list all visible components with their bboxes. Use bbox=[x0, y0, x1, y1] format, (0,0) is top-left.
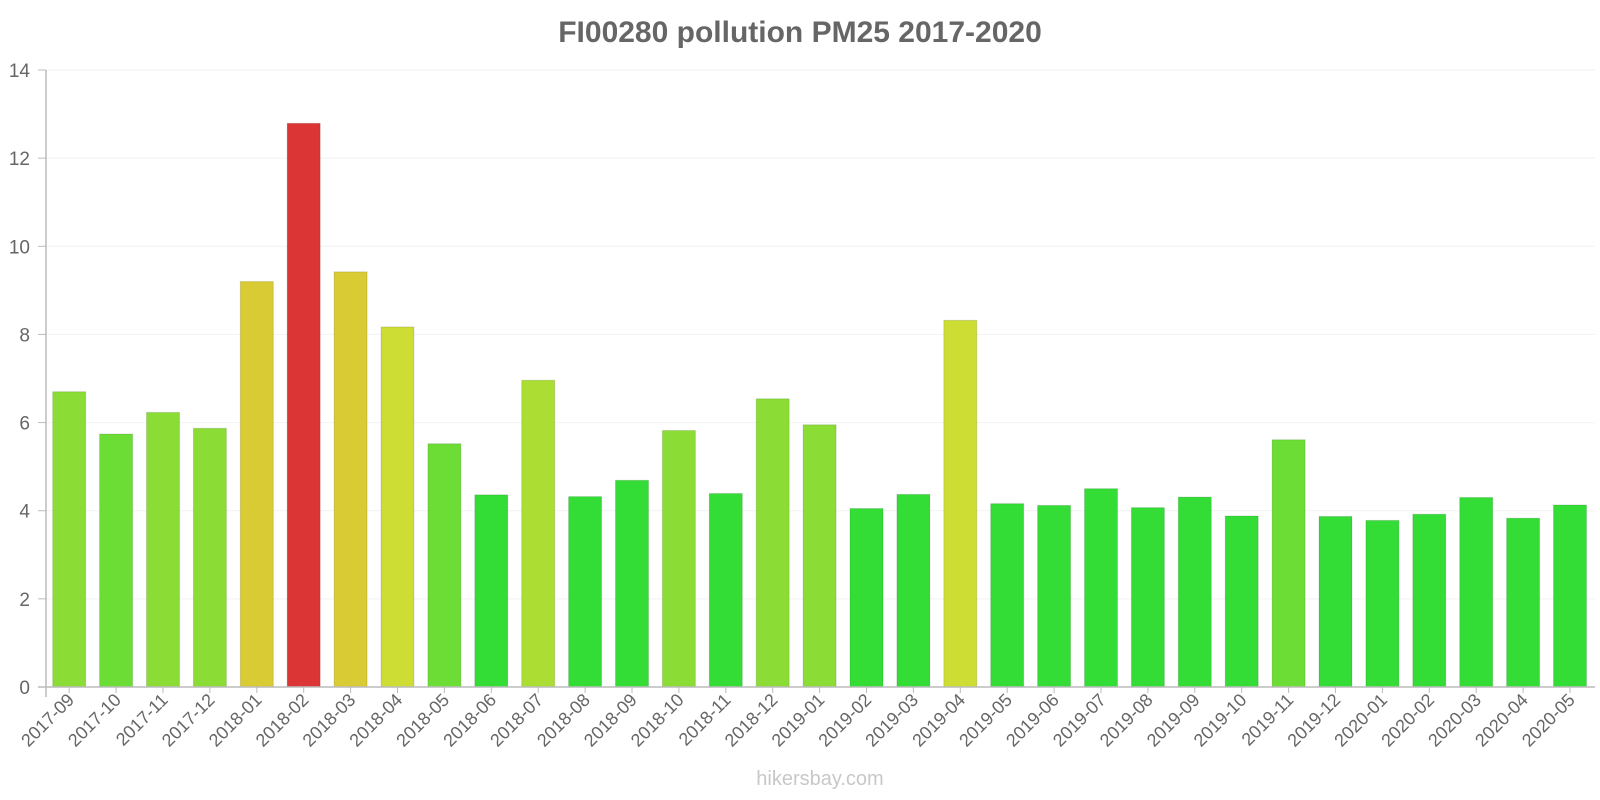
bar-2019-08[interactable] bbox=[1130, 507, 1165, 688]
bar-2018-08[interactable] bbox=[568, 496, 603, 688]
bar-series bbox=[52, 122, 1587, 688]
bar-2020-05[interactable] bbox=[1553, 504, 1587, 688]
x-tick-label: 2018-10 bbox=[627, 690, 688, 751]
bar-2018-11[interactable] bbox=[708, 493, 743, 688]
y-tick-label: 2 bbox=[19, 590, 30, 611]
bar-2019-12[interactable] bbox=[1318, 515, 1353, 688]
bar-2017-11[interactable] bbox=[146, 411, 180, 688]
bar-2018-12[interactable] bbox=[755, 398, 790, 688]
bar-2017-10[interactable] bbox=[99, 433, 134, 688]
bar-2020-01[interactable] bbox=[1365, 519, 1400, 688]
bar-2018-01[interactable] bbox=[239, 281, 274, 688]
bar-2018-05[interactable] bbox=[427, 443, 462, 688]
bar-2019-01[interactable] bbox=[802, 424, 837, 688]
bar-2019-04[interactable] bbox=[943, 319, 978, 688]
bar-2019-07[interactable] bbox=[1084, 488, 1118, 688]
bar-2019-03[interactable] bbox=[896, 493, 931, 688]
bar-2018-04[interactable] bbox=[380, 326, 415, 688]
bar-2019-05[interactable] bbox=[990, 503, 1025, 688]
bar-2020-02[interactable] bbox=[1412, 513, 1447, 688]
x-tick-label: 2019-10 bbox=[1190, 690, 1251, 751]
y-tick-label: 12 bbox=[9, 149, 30, 170]
y-tick-label: 8 bbox=[19, 325, 30, 346]
y-tick-label: 0 bbox=[19, 678, 30, 699]
bar-2019-02[interactable] bbox=[849, 508, 884, 688]
bar-2018-07[interactable] bbox=[521, 379, 556, 688]
y-axis-ticks: 0 2 4 6 8 10 12 14 bbox=[9, 61, 46, 699]
bar-2018-03[interactable] bbox=[333, 271, 368, 688]
bar-2017-12[interactable] bbox=[192, 427, 227, 688]
bar-2018-10[interactable] bbox=[661, 430, 696, 688]
bar-2019-09[interactable] bbox=[1177, 496, 1212, 688]
chart-title: FI00280 pollution PM25 2017-2020 bbox=[558, 16, 1042, 49]
bar-2018-06[interactable] bbox=[474, 494, 509, 688]
x-axis-labels: 2017-092017-102017-112017-122018-012018-… bbox=[17, 687, 1579, 751]
y-tick-label: 14 bbox=[9, 61, 31, 82]
bar-2019-11[interactable] bbox=[1271, 439, 1306, 688]
y-tick-label: 4 bbox=[19, 502, 30, 523]
y-tick-label: 6 bbox=[19, 414, 30, 435]
bar-2019-06[interactable] bbox=[1037, 504, 1072, 688]
x-tick-label: 2020-05 bbox=[1518, 690, 1579, 751]
bar-2020-03[interactable] bbox=[1459, 496, 1494, 688]
bar-2019-10[interactable] bbox=[1224, 515, 1259, 688]
bar-2018-09[interactable] bbox=[615, 479, 649, 688]
bar-2020-04[interactable] bbox=[1506, 517, 1541, 688]
y-tick-label: 10 bbox=[9, 237, 30, 258]
bar-2017-09[interactable] bbox=[52, 391, 87, 688]
x-tick-label: 2017-10 bbox=[64, 690, 125, 751]
watermark: hikersbay.com bbox=[756, 768, 884, 790]
bar-2018-02[interactable] bbox=[286, 122, 321, 688]
